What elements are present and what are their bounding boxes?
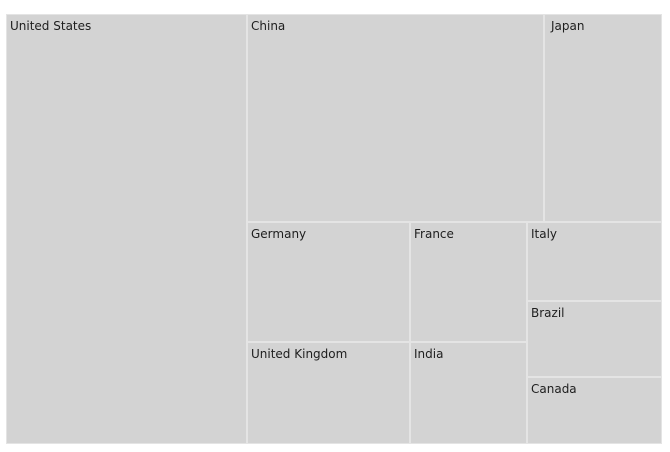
treemap-cell-canada: Canada <box>527 377 662 444</box>
treemap-label-italy: Italy <box>531 227 558 241</box>
treemap-cell-brazil: Brazil <box>527 301 662 377</box>
treemap-cell-united-kingdom: United Kingdom <box>247 342 410 444</box>
treemap-cell-japan: Japan <box>544 14 662 222</box>
treemap-cell-italy: Italy <box>527 222 662 301</box>
treemap-label-brazil: Brazil <box>531 306 565 320</box>
treemap-label-china: China <box>251 19 286 33</box>
treemap-label-france: France <box>414 227 454 241</box>
treemap-cell-india: India <box>410 342 527 444</box>
treemap-cell-china: China <box>247 14 544 222</box>
treemap-cell-united-states: United States <box>6 14 247 444</box>
treemap-cell-france: France <box>410 222 527 342</box>
treemap-label-japan: Japan <box>551 19 585 33</box>
treemap-label-united-states: United States <box>10 19 92 33</box>
treemap-label-india: India <box>414 347 444 361</box>
treemap-label-canada: Canada <box>531 382 577 396</box>
treemap-label-germany: Germany <box>251 227 307 241</box>
treemap-cell-germany: Germany <box>247 222 410 342</box>
treemap-label-united-kingdom: United Kingdom <box>251 347 348 361</box>
